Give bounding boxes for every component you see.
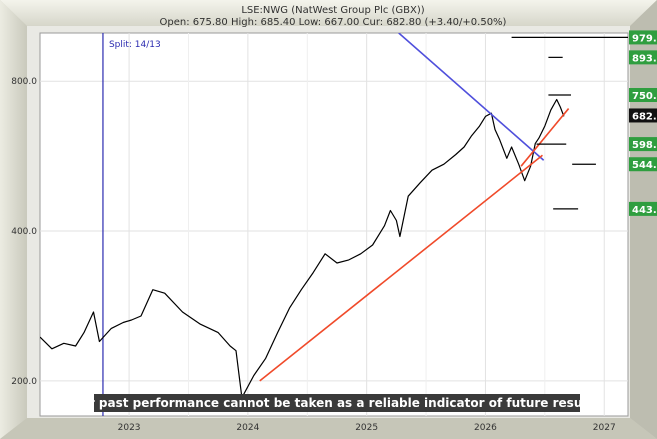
y-tick-label: 400.0	[11, 227, 37, 237]
disclaimer-bar	[94, 394, 580, 412]
target-price-badge	[629, 137, 657, 152]
trendline	[259, 154, 543, 382]
price-series	[40, 98, 565, 399]
split-label: Split: 14/13	[109, 40, 161, 50]
y-axis-ticks: 200.0 400.0 800.0	[11, 77, 37, 387]
target-price-badge	[629, 50, 657, 65]
split-marker: Split: 14/13	[102, 33, 161, 416]
x-tick-label: 2025	[355, 423, 378, 433]
price-badge-label: 544.9	[632, 160, 657, 171]
target-price-badge	[629, 88, 657, 103]
price-badge-label: 750.6	[632, 91, 657, 102]
y-tick-label: 800.0	[11, 77, 37, 87]
current-price-badge	[629, 108, 657, 123]
target-price-badge	[629, 30, 657, 45]
price-badge-label: 443.2	[632, 205, 657, 216]
target-price-badge	[629, 201, 657, 216]
plot-area	[39, 32, 629, 417]
x-axis-ticks: 2023 2024 2025 2026 2027	[118, 423, 616, 433]
price-labels: 979.8 893.4 750.6 682.8 598.1 544.9 443.2	[629, 30, 657, 216]
disclaimer-text: Our past performance cannot be taken as …	[70, 396, 604, 410]
bezel-bottom	[0, 418, 657, 439]
bezel-right	[630, 0, 657, 439]
trendline	[520, 108, 570, 167]
chart-subtitle: Open: 675.80 High: 685.40 Low: 667.00 Cu…	[160, 17, 507, 28]
price-badge-label: 682.8	[632, 111, 657, 122]
target-markers	[511, 36, 628, 210]
chart-title: LSE:NWG (NatWest Group Plc (GBX))	[241, 5, 424, 16]
price-badge-label: 893.4	[632, 53, 657, 64]
x-tick-label: 2024	[236, 423, 259, 433]
price-badge-label: 598.1	[632, 140, 657, 151]
target-price-badge	[629, 157, 657, 172]
x-tick-label: 2027	[593, 423, 616, 433]
bezel-left	[0, 0, 27, 439]
trendline	[398, 33, 545, 161]
trendlines	[259, 33, 570, 382]
bezel-top	[0, 0, 657, 26]
x-tick-label: 2026	[474, 423, 497, 433]
price-line	[40, 98, 565, 399]
y-tick-label: 200.0	[11, 377, 37, 387]
price-badge-label: 979.8	[632, 33, 657, 44]
x-tick-label: 2023	[118, 423, 141, 433]
grid-lines	[40, 33, 628, 416]
